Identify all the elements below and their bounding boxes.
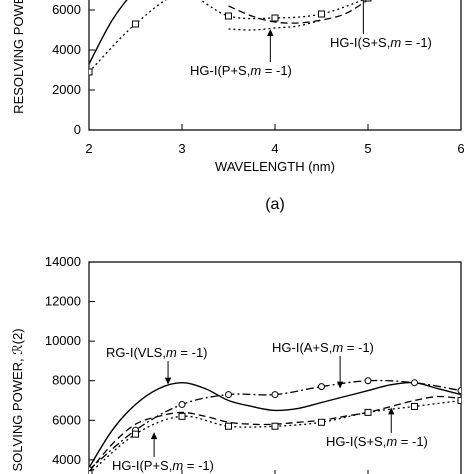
chart-a-series-2-line	[89, 0, 365, 73]
chart-a-x-tick-label: 2	[85, 141, 92, 156]
chart-b-series-3-point	[318, 418, 325, 426]
chart-a-x-tick-label: 3	[178, 141, 185, 156]
chart-a-annotation-label: HG-I(P+S,m = -1)	[190, 63, 292, 78]
chart-a-x-tick-label: 4	[271, 141, 278, 156]
chart-b-series-3-point	[178, 412, 186, 420]
chart-a-annotations: HG-I(S+S,m = -1)HG-I(P+S,m = -1)	[190, 0, 432, 78]
chart-b-annotation-label: HG-I(S+S,m = -1)	[326, 434, 428, 449]
chart-b-series-1-point	[271, 391, 279, 399]
chart-a-ticks: 0 2000 4000 6000 2 3 4 5 6	[52, 2, 465, 156]
annotation-suffix: = -1)	[177, 345, 208, 360]
chart-a-y-tick-label: 2000	[52, 82, 81, 97]
chart-a-y-tick-label: 0	[74, 122, 81, 137]
chart-b-annotations: HG-I(A+S,m = -1)RG-I(VLS,m = -1)HG-I(S+S…	[106, 340, 428, 473]
annotation-suffix: = -1)	[261, 63, 292, 78]
annotation-italic: m	[390, 35, 401, 50]
chart-b-series-0-line	[89, 381, 461, 469]
chart-a-annotation-label: HG-I(S+S,m = -1)	[330, 35, 432, 50]
chart-b-series-1-point	[411, 379, 418, 387]
chart-a-series-2-point	[89, 68, 93, 76]
chart-b-y-tick-label: 10000	[45, 333, 81, 348]
annotation-text: HG-I(A+S,	[272, 340, 332, 355]
annotation-suffix: = -1)	[343, 340, 374, 355]
annotation-italic: m	[250, 63, 261, 78]
chart-a-panel-label: (a)	[265, 196, 285, 213]
chart-b-annotation-label: HG-I(P+S,m = -1)	[112, 458, 214, 473]
chart-b-series-1-point	[318, 383, 325, 391]
chart-b-series-3-point	[271, 422, 279, 430]
chart-b-y-axis-title: SOLVING POWER, ℛ(2)	[10, 328, 25, 471]
chart-b-annotation-label: RG-I(VLS,m = -1)	[106, 345, 208, 360]
chart-b-plot-frame	[88, 261, 462, 474]
chart-a-series-2-point	[271, 14, 279, 22]
chart-a-series-1-line	[228, 0, 370, 24]
chart-b-series-3-point	[411, 402, 418, 410]
chart-a-x-tick-label: 5	[364, 141, 371, 156]
chart-b-ticks: 4000 6000 8000 10000 12000 14000	[45, 254, 462, 474]
chart-b-series-1-point	[178, 400, 186, 408]
annotation-suffix: = -1)	[397, 434, 428, 449]
chart-a-x-axis-title: WAVELENGTH (nm)	[215, 159, 335, 174]
chart-b-series-3-point	[132, 430, 139, 438]
annotation-text: HG-I(S+S,	[326, 434, 386, 449]
chart-b-annotation-label: HG-I(A+S,m = -1)	[272, 340, 374, 355]
annotation-text: RG-I(VLS,	[106, 345, 166, 360]
chart-b-series-3-point	[225, 422, 232, 430]
chart-a-y-tick-label: 6000	[52, 2, 81, 17]
annotation-suffix: = -1)	[401, 35, 432, 50]
annotation-text: HG-I(S+S,	[330, 35, 390, 50]
chart-b-series-1-point	[225, 391, 232, 399]
chart-b-series-3-point	[364, 408, 372, 416]
chart-a-x-tick-label: 6	[457, 141, 464, 156]
chart-b-y-tick-label: 8000	[52, 373, 81, 388]
chart-a-y-axis-title: RESOLVING POWER	[11, 0, 26, 114]
chart-a-series-2-point	[132, 20, 139, 28]
annotation-text: HG-I(P+S,	[112, 458, 172, 473]
annotation-text: HG-I(P+S,	[190, 63, 250, 78]
chart-b-y-tick-label: 4000	[52, 452, 81, 467]
chart-b-series-3-point	[457, 397, 461, 404]
chart-b-annotation-arrowhead	[336, 381, 344, 389]
chart-a-series-2-point	[318, 10, 325, 18]
chart-b-series-1-point	[457, 387, 461, 395]
annotation-italic: m	[386, 434, 397, 449]
chart-a-series	[89, 0, 372, 76]
chart-a-series-2-point	[225, 12, 232, 20]
annotation-suffix: = -1)	[183, 458, 214, 473]
chart-b-y-tick-label: 12000	[45, 294, 81, 309]
annotation-italic: m	[166, 345, 177, 360]
chart-b-y-tick-label: 6000	[52, 412, 81, 427]
chart-b-series-1-point	[364, 377, 372, 385]
chart-a-series-2-point	[364, 0, 372, 2]
chart-b-annotation-arrowhead	[388, 407, 395, 415]
annotation-italic: m	[332, 340, 343, 355]
chart-a-y-tick-label: 4000	[52, 42, 81, 57]
chart-a-series-0-line	[89, 0, 128, 65]
chart-b-annotation-arrowhead	[164, 377, 172, 385]
chart-b-annotation-arrowhead	[150, 432, 158, 440]
annotation-italic: m	[172, 458, 183, 473]
chart-a-annotation-arrowhead	[267, 29, 274, 36]
chart-b-series	[89, 377, 461, 474]
chart-a-series-3-line	[228, 19, 322, 31]
chart-b-y-tick-label: 14000	[45, 254, 81, 269]
